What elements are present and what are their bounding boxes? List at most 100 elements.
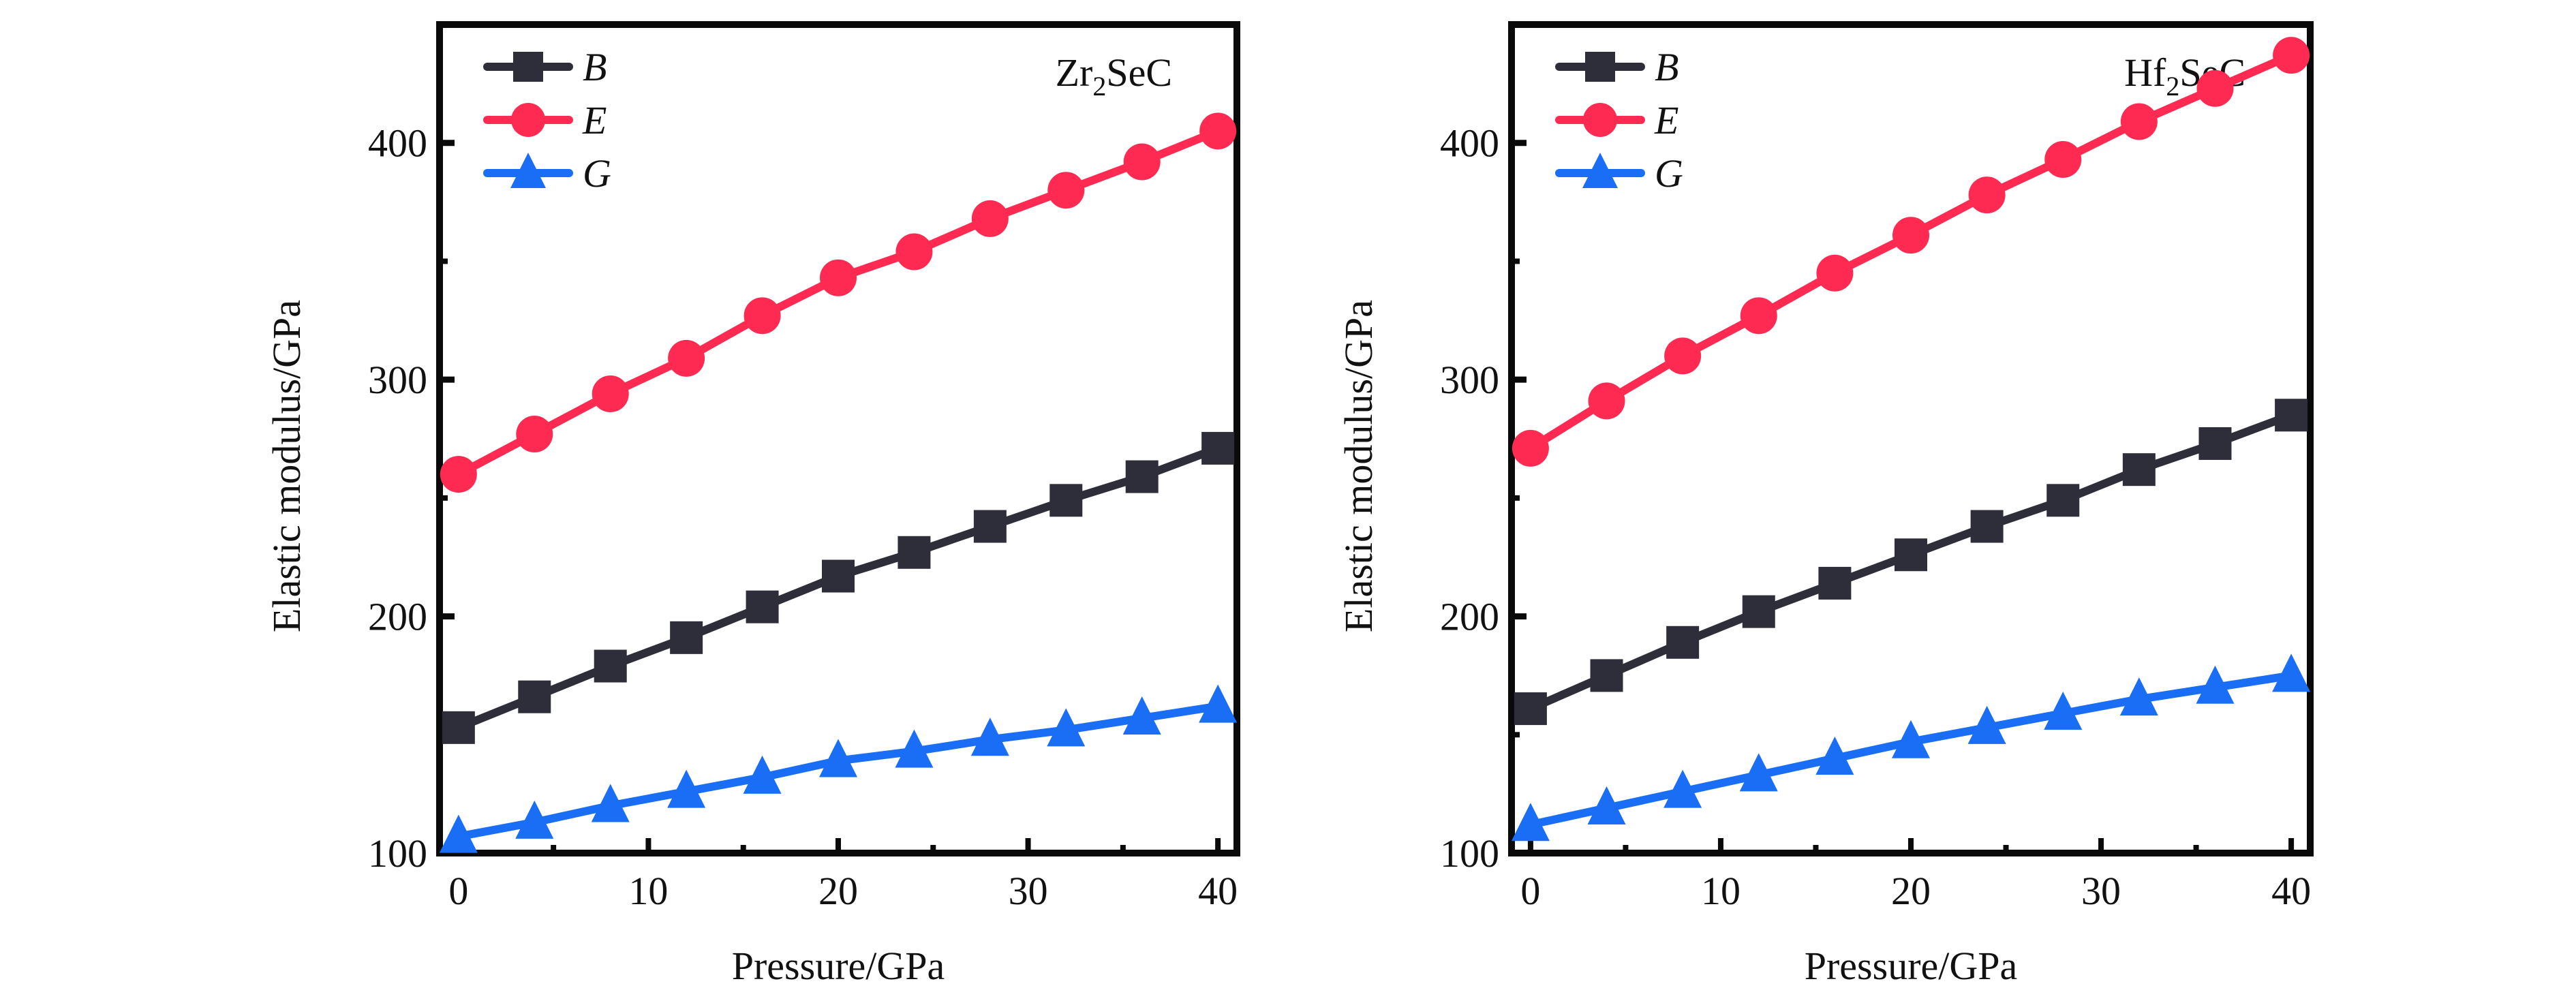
data-point-E — [1199, 112, 1237, 150]
data-point-B — [1590, 659, 1623, 692]
data-point-G — [1199, 684, 1238, 723]
data-point-E — [1740, 297, 1777, 335]
data-point-B — [1514, 692, 1547, 726]
x-tick-label: 10 — [1701, 869, 1741, 913]
y-tick-label: 400 — [1440, 121, 1499, 166]
legend-marker-B — [1585, 52, 1615, 82]
x-axis-title: Pressure/GPa — [1805, 944, 2018, 988]
data-point-B — [442, 711, 475, 744]
legend-label-E: E — [1654, 98, 1678, 142]
data-point-G — [1047, 708, 1086, 747]
series-E-line — [457, 127, 1220, 478]
data-point-E — [1816, 254, 1854, 292]
legend-label-G: G — [1655, 151, 1683, 196]
data-point-E — [820, 259, 857, 296]
data-point-B — [594, 649, 627, 683]
legend-label-B: B — [583, 45, 607, 89]
compound-element: Hf — [2124, 50, 2166, 95]
legend-marker-B — [513, 52, 543, 82]
data-point-G — [1511, 803, 1550, 842]
data-point-B — [973, 510, 1007, 543]
y-tick-label: 100 — [368, 831, 427, 876]
legend-marker-E — [1583, 103, 1617, 137]
data-point-E — [592, 375, 629, 412]
compound-subscript: 2 — [1092, 71, 1106, 102]
data-point-G — [895, 729, 934, 768]
data-point-B — [898, 536, 931, 569]
compound-element: Zr — [1056, 50, 1093, 95]
series-E — [1512, 37, 2310, 467]
data-point-B — [822, 559, 855, 593]
data-point-B — [2046, 484, 2080, 517]
data-point-B — [1895, 538, 1927, 572]
data-point-G — [2272, 653, 2311, 692]
data-point-G — [1815, 737, 1854, 775]
y-axis-title: Elastic modulus/GPa — [1336, 300, 1381, 632]
data-point-E — [1588, 382, 1625, 420]
legend-label-E: E — [582, 98, 607, 142]
data-point-E — [1968, 176, 2006, 214]
x-tick-label: 20 — [1891, 869, 1931, 913]
series-E — [440, 112, 1237, 493]
data-point-E — [2273, 37, 2310, 74]
data-point-B — [670, 621, 703, 654]
data-point-B — [1666, 626, 1700, 659]
data-point-G — [1587, 786, 1626, 824]
data-point-E — [516, 416, 553, 453]
data-point-B — [746, 590, 779, 623]
plot-frame — [436, 21, 1240, 856]
data-point-E — [895, 233, 933, 271]
series-B — [442, 431, 1235, 744]
data-point-G — [970, 717, 1009, 756]
data-point-G — [1967, 705, 2006, 744]
legend-marker-G — [510, 153, 546, 188]
x-tick-label: 10 — [628, 869, 668, 913]
chart-panel-1: 100 200 300 400 0 10 20 30 40 Pressure/GPa Elastic… — [264, 21, 1240, 988]
data-point-G — [439, 814, 478, 853]
data-point-G — [667, 769, 706, 808]
data-point-E — [1664, 337, 1702, 375]
compound-subscript: 2 — [2166, 71, 2179, 102]
series-G — [439, 684, 1238, 853]
x-tick-label: 0 — [1520, 869, 1540, 913]
y-axis-title: Elastic modulus/GPa — [264, 300, 309, 632]
data-point-G — [591, 784, 630, 822]
y-tick-label: 300 — [1440, 358, 1499, 402]
data-point-E — [1512, 429, 1549, 467]
data-point-E — [440, 456, 477, 493]
data-point-B — [1049, 484, 1083, 517]
legend-label-B: B — [1655, 45, 1678, 89]
data-point-E — [1123, 143, 1161, 181]
data-point-B — [1818, 566, 1852, 600]
data-point-E — [1892, 217, 1929, 254]
data-point-G — [2044, 692, 2083, 730]
chart-panel-2: 100 200 300 400 0 10 20 30 40 Pressure/GPa Elastic… — [1336, 21, 2314, 988]
data-point-G — [1892, 720, 1930, 758]
data-point-E — [2044, 141, 2082, 179]
y-tick-label: 400 — [368, 121, 427, 166]
data-point-G — [1739, 753, 1778, 792]
data-point-G — [743, 755, 782, 794]
data-point-B — [518, 680, 551, 713]
legend: BEG — [1555, 45, 1683, 196]
x-tick-label: 30 — [1009, 869, 1048, 913]
data-point-E — [1047, 172, 1085, 209]
x-axis-title: Pressure/GPa — [732, 944, 945, 988]
x-tick-label: 30 — [2081, 869, 2121, 913]
series-G — [1511, 653, 2311, 842]
data-point-B — [1125, 460, 1159, 493]
data-point-E — [2120, 103, 2158, 140]
data-point-B — [1970, 510, 2004, 543]
data-point-G — [2119, 677, 2158, 716]
data-point-E — [743, 297, 781, 335]
data-point-B — [2198, 427, 2232, 460]
series-B — [1514, 399, 2308, 726]
legend: BEG — [483, 45, 611, 196]
data-point-G — [819, 739, 857, 777]
data-point-G — [2196, 665, 2235, 704]
y-tick-label: 100 — [1440, 831, 1499, 876]
x-tick-label: 0 — [448, 869, 468, 913]
y-tick-label: 300 — [368, 358, 427, 402]
legend-label-G: G — [583, 151, 611, 196]
